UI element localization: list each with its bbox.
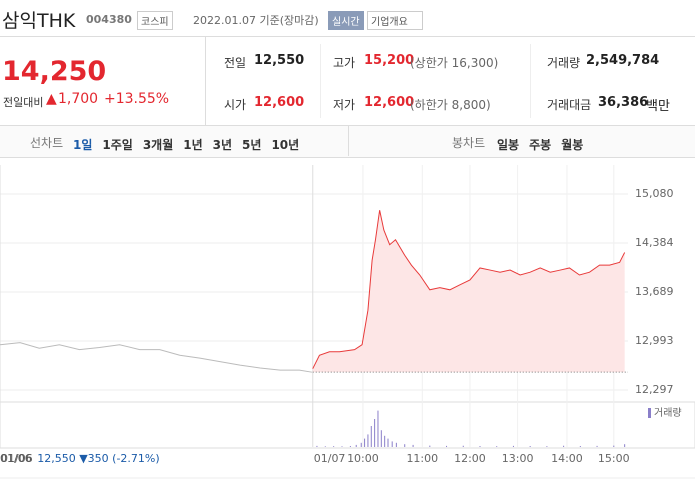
x-tick-label: 13:00: [502, 452, 534, 465]
area: [312, 210, 625, 373]
y-tick-label: 13,689: [635, 285, 674, 298]
volume-legend: 거래량: [654, 407, 682, 419]
info-date: 01/06: [0, 452, 32, 465]
current-price: 14,250: [2, 56, 107, 87]
hover-info: 01/06 12,550 ▼350 (-2.71%): [0, 452, 160, 465]
y-tick-label: 15,080: [635, 187, 674, 200]
price-line: [0, 342, 312, 373]
stat-label: 거래량: [547, 56, 581, 70]
market-badge: 코스피: [137, 11, 173, 30]
realtime-badge[interactable]: 실시간: [328, 11, 364, 30]
info-change: ▼350: [79, 452, 109, 465]
tab-group-label: 봉차트: [452, 136, 486, 150]
divider: [0, 36, 695, 37]
divider: [530, 44, 531, 118]
change-label: 전일대비: [3, 96, 44, 109]
x-tick-label: 15:00: [598, 452, 630, 465]
y-tick-label: 12,993: [635, 334, 674, 347]
tab-group-label: 선차트: [30, 136, 64, 150]
stat-label: 시가: [224, 98, 247, 112]
x-tick-label: 14:00: [551, 452, 583, 465]
volume-panel: [0, 401, 695, 449]
stock-code: 004380: [86, 13, 132, 26]
candle-tabs: 일봉 주봉 월봉: [497, 134, 593, 153]
info-price: 12,550: [37, 452, 76, 465]
line-tabs: 1일 1주일 3개월 1년 3년 5년 10년: [73, 134, 309, 153]
volume-legend-swatch: [648, 408, 651, 418]
divider: [348, 126, 349, 156]
tab[interactable]: 5년: [242, 138, 262, 152]
stat-unit: 백만: [646, 99, 670, 114]
change-arrow: ▲: [46, 91, 57, 107]
tab[interactable]: 3개월: [142, 138, 174, 152]
y-tick-label: 14,384: [635, 236, 674, 249]
tab[interactable]: 일봉: [497, 138, 520, 152]
x-tick-label: 10:00: [347, 452, 379, 465]
info-rate: (-2.71%): [112, 452, 160, 465]
tab[interactable]: 1년: [183, 138, 203, 152]
stat-label: 고가: [333, 56, 356, 70]
stat-value: 12,550: [254, 53, 305, 68]
stat-label: 거래대금: [547, 98, 592, 112]
change: 1,700: [58, 91, 99, 107]
tab[interactable]: 1주일: [102, 138, 133, 152]
stat-value: 12,600: [364, 95, 415, 110]
tab[interactable]: 주봉: [529, 138, 552, 152]
tab-bar: [0, 125, 695, 158]
change-rate: +13.55%: [104, 91, 170, 107]
stock-name: 삼익THK: [2, 10, 76, 32]
x-tick-label: 11:00: [406, 452, 438, 465]
tab[interactable]: 3년: [212, 138, 233, 152]
x-tick-label: 01/07: [314, 452, 346, 465]
overview-button[interactable]: 기업개요: [367, 11, 423, 30]
stat-value: 2,549,784: [586, 53, 660, 68]
stat-label: 저가: [333, 98, 356, 112]
tab[interactable]: 월봉: [561, 138, 584, 152]
stat-note: (상한가 16,300): [410, 56, 499, 70]
stat-label: 전일: [224, 56, 247, 70]
divider: [205, 37, 206, 125]
date: 2022.01.07 기준(장마감): [193, 14, 319, 27]
stat-note: (하한가 8,800): [410, 98, 491, 112]
stat-value: 15,200: [364, 53, 415, 68]
price-line: [312, 210, 626, 369]
tab[interactable]: 1일: [73, 138, 93, 152]
stat-value: 36,386: [598, 95, 649, 110]
x-tick-label: 12:00: [454, 452, 486, 465]
divider: [320, 44, 321, 118]
stat-value: 12,600: [254, 95, 305, 110]
x-tick-label: 01/06: [1, 452, 33, 465]
y-tick-label: 12,297: [635, 383, 674, 396]
tab[interactable]: 10년: [271, 138, 300, 152]
